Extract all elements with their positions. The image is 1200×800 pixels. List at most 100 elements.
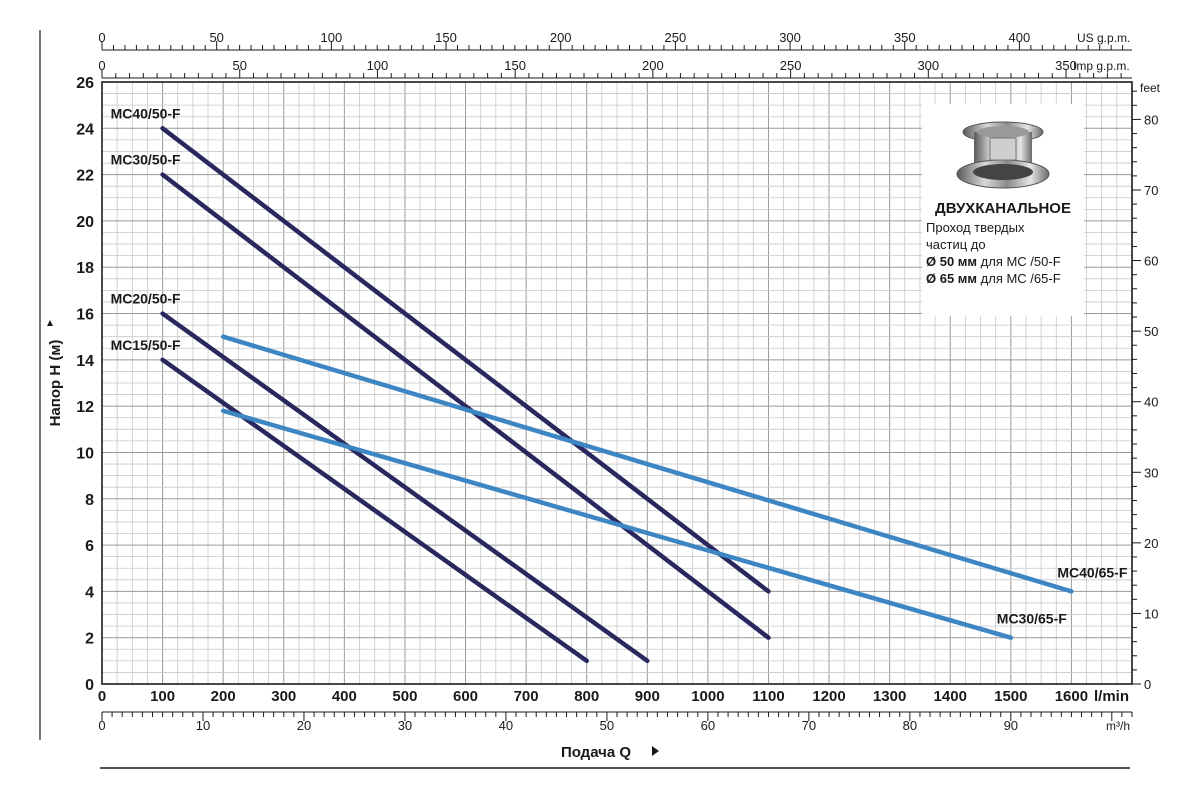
m3h-tick-label: 40 [499,718,513,733]
us-gpm-tick-label: 300 [779,30,801,45]
x-tick-label: 0 [98,688,106,705]
series-line-mc30-65-f [220,408,1014,640]
y-tick-label: 14 [76,353,94,370]
y-tick-label: 22 [76,168,94,185]
info-title: ДВУХКАНАЛЬНОЕ [935,200,1071,217]
feet-tick-label: 20 [1144,536,1158,551]
series-label: MC40/50-F [111,105,181,121]
imp-gpm-tick-label: 300 [917,58,939,73]
imp-gpm-tick-label: 150 [504,58,526,73]
feet-tick-label: 0 [1144,677,1151,692]
feet-tick-label: 10 [1144,606,1158,621]
x-tick-label: 300 [271,688,296,705]
x-tick-label: 700 [514,688,539,705]
x-tick-label: 1000 [691,688,724,705]
x-tick-label: 200 [211,688,236,705]
y-axis-arrow-icon [47,320,53,326]
x-tick-label: 100 [150,688,175,705]
us-gpm-tick-label: 0 [98,30,105,45]
series-line-mc20-50-f [160,311,650,664]
y-tick-label: 4 [85,584,94,601]
info-line-2: частиц до [926,237,986,252]
feet-tick-label: 50 [1144,324,1158,339]
feet-tick-label: 40 [1144,395,1158,410]
m3h-tick-label: 30 [398,718,412,733]
plot-frame [39,30,1141,769]
x-axis-title: Подача Q [561,744,631,761]
imp-gpm-tick-label: 50 [232,58,246,73]
us-gpm-tick-label: 150 [435,30,457,45]
unit-m3h: m³/h [1106,719,1130,733]
y-tick-label: 20 [76,214,94,231]
m3h-tick-label: 80 [903,718,917,733]
series-lines: MC40/50-F MC30/50-F MC20/50-F MC15/50-F MC40… [111,105,1128,664]
x-tick-label: 400 [332,688,357,705]
plot-border [101,81,1133,685]
imp-gpm-tick-label: 100 [367,58,389,73]
series-line-mc40-50-f [160,126,771,594]
y-tick-label: 6 [85,538,94,555]
info-text: Проход твердых частиц до Ø 50 мм для MC … [922,219,1084,287]
y-tick-label: 12 [76,399,94,416]
imp-gpm-tick-label: 350 [1055,58,1077,73]
x-tick-label: 1600 [1055,688,1088,705]
m3h-tick-label: 0 [98,718,105,733]
y-tick-label: 2 [85,631,94,648]
y-tick-label: 10 [76,445,94,462]
info-line-4-bold: Ø 65 мм [926,271,978,286]
impeller-info-box: ДВУХКАНАЛЬНОЕ Проход твердых частиц до Ø… [922,104,1084,316]
y-tick-label: 26 [76,75,94,92]
x-tick-label: 1400 [934,688,967,705]
y-axis-title: Напор H (м) [47,340,64,427]
info-line-1: Проход твердых [926,220,1025,235]
x-tick-label: 600 [453,688,478,705]
series-line-mc30-50-f [160,172,771,640]
info-line-3-rest: для MC /50-F [977,254,1061,269]
unit-us-gpm: US g.p.m. [1077,31,1130,45]
unit-imp-gpm: Imp g.p.m. [1073,59,1130,73]
unit-l-min: l/min [1094,688,1129,705]
us-gpm-tick-label: 200 [550,30,572,45]
m3h-tick-label: 10 [196,718,210,733]
m3h-tick-label: 50 [600,718,614,733]
feet-tick-label: 60 [1144,254,1158,269]
series-label: MC30/65-F [997,611,1067,627]
feet-tick-label: 30 [1144,465,1158,480]
x-tick-label: 1500 [994,688,1027,705]
us-gpm-tick-label: 400 [1009,30,1031,45]
m3h-tick-label: 90 [1004,718,1018,733]
x-tick-label: 500 [392,688,417,705]
y-tick-label: 8 [85,492,94,509]
series-label: MC30/50-F [111,152,181,168]
x-tick-label: 800 [574,688,599,705]
x-tick-label: 1300 [873,688,906,705]
impeller-image-icon [956,121,1050,189]
imp-gpm-tick-label: 200 [642,58,664,73]
y-tick-label: 0 [85,677,94,694]
x-tick-label: 900 [635,688,660,705]
info-line-3: Ø 50 мм для MC /50-F [926,253,1084,270]
y-tick-label: 18 [76,260,94,277]
info-line-4-rest: для MC /65-F [977,271,1061,286]
info-line-3-bold: Ø 50 мм [926,254,978,269]
unit-feet: feet [1140,81,1161,95]
m3h-tick-label: 20 [297,718,311,733]
us-gpm-tick-label: 50 [209,30,223,45]
x-axis-arrow-icon [652,746,659,756]
m3h-tick-label: 70 [802,718,816,733]
info-line-4: Ø 65 мм для MC /65-F [926,270,1084,287]
y-tick-label: 16 [76,307,94,324]
imp-gpm-tick-label: 0 [98,58,105,73]
us-gpm-tick-label: 250 [665,30,687,45]
m3h-tick-label: 60 [701,718,715,733]
feet-tick-label: 80 [1144,112,1158,127]
series-label: MC40/65-F [1057,564,1127,580]
us-gpm-tick-label: 100 [320,30,342,45]
imp-gpm-tick-label: 250 [780,58,802,73]
feet-tick-label: 70 [1144,183,1158,198]
x-tick-label: 1100 [752,688,785,705]
series-label: MC20/50-F [111,291,181,307]
series-label: MC15/50-F [111,337,181,353]
y-tick-label: 24 [76,121,94,138]
